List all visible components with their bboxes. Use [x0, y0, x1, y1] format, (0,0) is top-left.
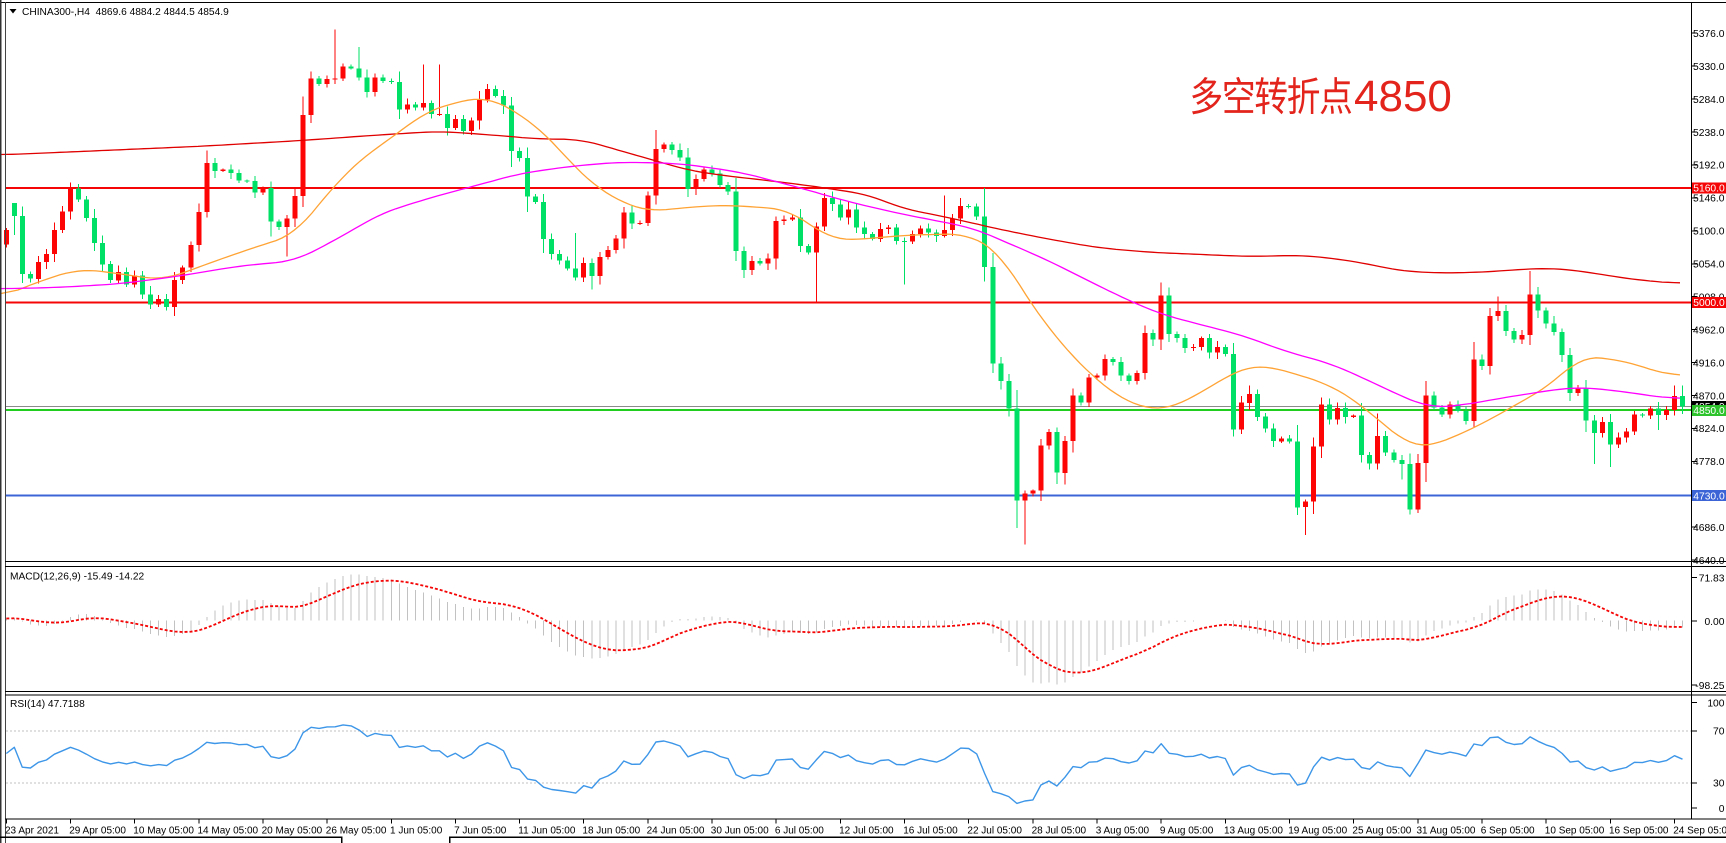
svg-text:24 Jun 05:00: 24 Jun 05:00	[647, 826, 705, 837]
svg-text:4962.0: 4962.0	[1693, 325, 1725, 336]
svg-text:4730.0: 4730.0	[1693, 492, 1725, 503]
svg-text:5192.0: 5192.0	[1693, 161, 1725, 172]
svg-text:-98.25: -98.25	[1695, 681, 1724, 692]
svg-text:13 Aug 05:00: 13 Aug 05:00	[1224, 826, 1283, 837]
svg-text:5238.0: 5238.0	[1693, 128, 1725, 139]
svg-text:6 Sep 05:00: 6 Sep 05:00	[1481, 826, 1535, 837]
svg-text:31 Aug 05:00: 31 Aug 05:00	[1417, 826, 1476, 837]
svg-text:4824.0: 4824.0	[1693, 424, 1725, 435]
svg-text:4870.0: 4870.0	[1693, 391, 1725, 402]
svg-text:30 Jun 05:00: 30 Jun 05:00	[711, 826, 769, 837]
svg-text:25 Aug 05:00: 25 Aug 05:00	[1352, 826, 1411, 837]
svg-text:5100.0: 5100.0	[1693, 227, 1725, 238]
svg-text:4778.0: 4778.0	[1693, 457, 1725, 468]
svg-text:5160.0: 5160.0	[1693, 184, 1725, 195]
svg-text:4850.0: 4850.0	[1693, 406, 1725, 417]
svg-text:9 Aug 05:00: 9 Aug 05:00	[1160, 826, 1214, 837]
svg-text:3 Aug 05:00: 3 Aug 05:00	[1096, 826, 1150, 837]
svg-text:23 Apr 2021: 23 Apr 2021	[5, 826, 59, 837]
svg-text:RSI(14) 47.7188: RSI(14) 47.7188	[10, 699, 85, 710]
svg-text:10 May 05:00: 10 May 05:00	[133, 826, 194, 837]
svg-text:29 Apr 05:00: 29 Apr 05:00	[69, 826, 126, 837]
svg-text:7 Jun 05:00: 7 Jun 05:00	[454, 826, 507, 837]
svg-text:4640.0: 4640.0	[1693, 556, 1725, 567]
svg-text:5330.0: 5330.0	[1693, 62, 1725, 73]
svg-text:24 Sep 05:00: 24 Sep 05:00	[1673, 826, 1726, 837]
svg-text:5054.0: 5054.0	[1693, 260, 1725, 271]
svg-text:30: 30	[1713, 779, 1725, 790]
svg-text:70: 70	[1713, 727, 1725, 738]
svg-text:16 Jul 05:00: 16 Jul 05:00	[903, 826, 958, 837]
svg-text:5000.0: 5000.0	[1693, 298, 1725, 309]
svg-text:10 Sep 05:00: 10 Sep 05:00	[1545, 826, 1605, 837]
svg-text:1 Jun 05:00: 1 Jun 05:00	[390, 826, 443, 837]
svg-text:18 Jun 05:00: 18 Jun 05:00	[582, 826, 640, 837]
svg-text:4916.0: 4916.0	[1693, 358, 1725, 369]
svg-text:28 Jul 05:00: 28 Jul 05:00	[1032, 826, 1087, 837]
svg-text:19 Aug 05:00: 19 Aug 05:00	[1288, 826, 1347, 837]
svg-text:11 Jun 05:00: 11 Jun 05:00	[518, 826, 576, 837]
svg-text:12 Jul 05:00: 12 Jul 05:00	[839, 826, 894, 837]
svg-text:16 Sep 05:00: 16 Sep 05:00	[1609, 826, 1669, 837]
svg-text:5284.0: 5284.0	[1693, 95, 1725, 106]
svg-text:14 May 05:00: 14 May 05:00	[198, 826, 259, 837]
svg-text:20 May 05:00: 20 May 05:00	[262, 826, 323, 837]
svg-text:4686.0: 4686.0	[1693, 523, 1725, 534]
svg-text:26 May 05:00: 26 May 05:00	[326, 826, 387, 837]
svg-text:0.00: 0.00	[1704, 617, 1724, 628]
svg-text:MACD(12,26,9) -15.49 -14.22: MACD(12,26,9) -15.49 -14.22	[10, 572, 145, 583]
svg-text:100: 100	[1707, 698, 1724, 709]
svg-text:71.83: 71.83	[1699, 573, 1725, 584]
svg-text:22 Jul 05:00: 22 Jul 05:00	[967, 826, 1022, 837]
svg-text:5376.0: 5376.0	[1693, 29, 1725, 40]
svg-text:6 Jul 05:00: 6 Jul 05:00	[775, 826, 824, 837]
svg-text:4850: 4850	[1354, 72, 1452, 121]
svg-text:0: 0	[1719, 804, 1725, 815]
svg-text:5146.0: 5146.0	[1693, 194, 1725, 205]
svg-text:CHINA300-,H4 4869.6 4884.2 48: CHINA300-,H4 4869.6 4884.2 4844.5 4854.9	[22, 7, 229, 18]
